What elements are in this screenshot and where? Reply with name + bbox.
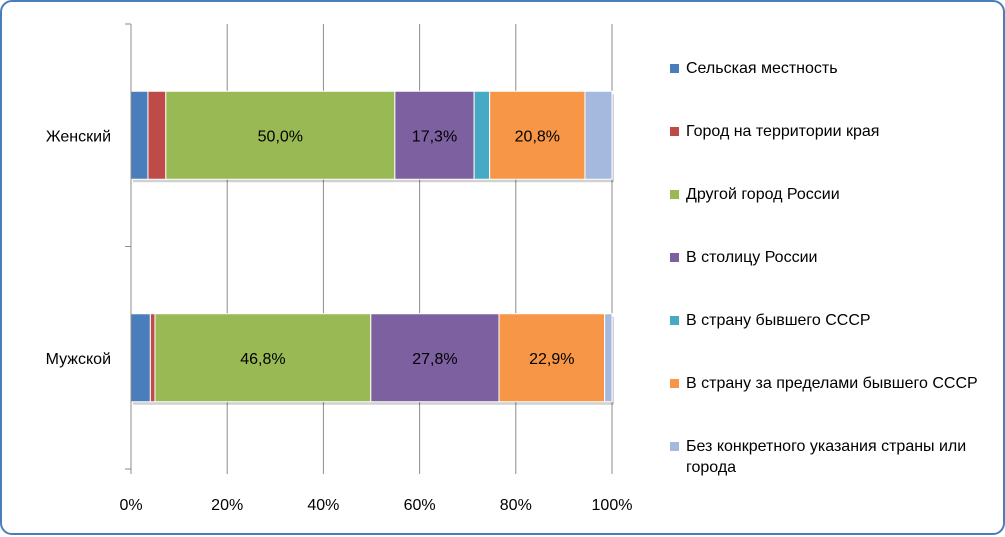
legend-swatch [670,64,679,73]
bar-segment [604,313,613,403]
x-tick-label: 100% [592,497,633,514]
data-label: 20,8% [515,128,560,145]
x-tick-label: 60% [404,497,436,514]
legend-swatch [670,190,679,199]
legend-label: Без конкретного указания страны или горо… [686,438,967,476]
legend-swatch [670,316,679,325]
bar-segment [584,90,613,180]
legend-label: В страну за пределами бывшего СССР [686,375,978,392]
bar-segment [130,313,151,403]
legend-label: В столицу России [686,249,818,266]
legend-label: Другой город России [686,186,840,203]
bar-segment [149,313,156,403]
data-label: 46,8% [240,351,285,368]
bar-segment [394,90,475,180]
legend-item: В столицу России [670,247,986,268]
x-tick-label: 0% [119,497,142,514]
data-label: 22,9% [529,351,574,368]
legend-item: Город на территории края [670,121,986,142]
legend-item: Без конкретного указания страны или горо… [670,436,986,478]
bar-segment [154,313,372,403]
x-tick-label: 80% [500,497,532,514]
axis-layer: 0% 20% 40% 60% 80% 100% Женский Мужской [46,23,633,514]
bar-segment [165,90,396,180]
legend-item: Сельская местность [670,58,986,79]
legend-swatch [670,442,679,451]
legend-swatch [670,253,679,262]
bar-segment [370,313,500,403]
category-label: Мужской [46,351,111,368]
legend-item: В страну бывшего СССР [670,310,986,331]
bar-segment [489,90,586,180]
data-label: 50,0% [258,128,303,145]
x-tick-label: 20% [211,497,243,514]
legend-label: Город на территории края [686,123,880,140]
legend-label: В страну бывшего СССР [686,312,871,329]
legend-swatch [670,379,679,388]
legend-item: В страну за пределами бывшего СССР [670,373,986,394]
x-tick-label: 40% [307,497,339,514]
bar-segment [498,313,606,403]
legend-label: Сельская местность [686,60,838,77]
category-label: Женский [46,128,111,145]
data-label: 17,3% [412,128,457,145]
legend-swatch [670,127,679,136]
bar-segment [473,90,491,180]
bars-layer: 50,0% 17,3% 20,8% 46,8% 27,8% 22,9% [130,90,614,405]
legend-item: Другой город России [670,184,986,205]
bar-segment [130,90,149,180]
bar-segment [147,90,167,180]
data-label: 27,8% [412,351,457,368]
